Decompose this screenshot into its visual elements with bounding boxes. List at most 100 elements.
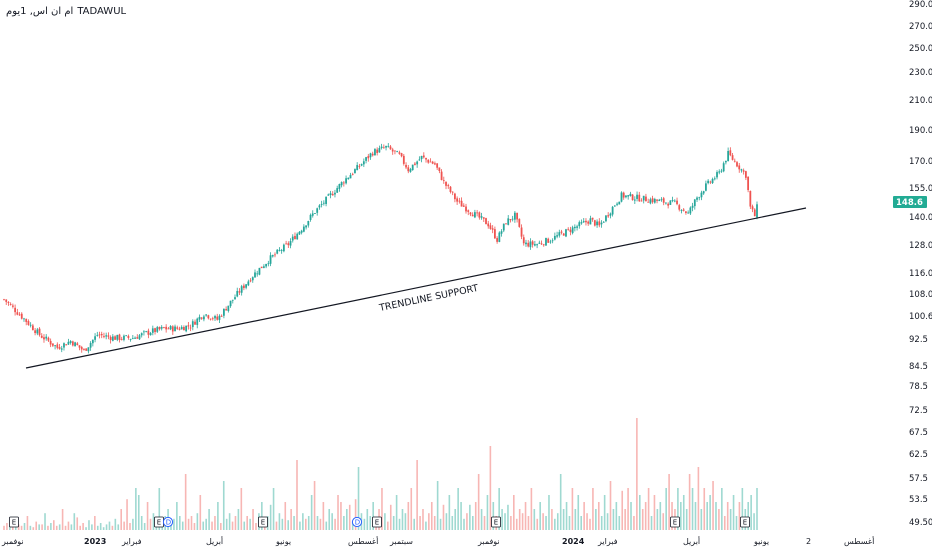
- earnings-marker[interactable]: E: [258, 516, 268, 528]
- volume-bar: [73, 513, 76, 530]
- volume-bar: [636, 418, 638, 530]
- volume-bar: [712, 481, 714, 530]
- volume-bar: [633, 516, 635, 530]
- candle-body: [325, 196, 327, 204]
- volume-bar: [3, 525, 5, 530]
- candle-body: [598, 221, 601, 226]
- candle-body: [482, 217, 485, 219]
- earnings-marker[interactable]: E: [154, 516, 164, 528]
- candle-body: [307, 221, 310, 226]
- candle-body: [176, 327, 179, 329]
- candle-body: [25, 318, 28, 322]
- candle-body: [245, 284, 248, 288]
- candle-body: [103, 336, 105, 338]
- volume-bar: [217, 502, 219, 530]
- volume-bar: [20, 525, 23, 530]
- trendline-support[interactable]: [25, 207, 807, 369]
- candle-body: [602, 221, 605, 223]
- volume-bar: [328, 509, 331, 530]
- volume-bar: [117, 524, 120, 530]
- volume-bar: [132, 518, 134, 530]
- candle-body: [238, 291, 241, 293]
- price-tick-label: 250.0: [909, 44, 932, 54]
- volume-bar: [568, 516, 571, 530]
- candle-body: [145, 331, 148, 333]
- candle-body: [753, 209, 756, 217]
- candle-body: [653, 199, 656, 203]
- volume-bar: [196, 513, 199, 530]
- candle-body: [120, 338, 123, 340]
- candle-body: [203, 316, 205, 320]
- dividend-marker[interactable]: D: [162, 516, 174, 528]
- volume-bar: [583, 502, 585, 530]
- price-tick-label: 62.5: [909, 450, 928, 460]
- candle-body: [200, 317, 203, 319]
- candle-body: [236, 290, 239, 297]
- volume-bar: [202, 521, 205, 530]
- candle-body: [31, 325, 34, 331]
- volume-bar: [225, 518, 228, 530]
- price-axis[interactable]: 290.0 270.0 250.0 230.0 210.0 190.0 170.0 155.0…: [909, 0, 932, 528]
- volume-bar: [126, 499, 128, 530]
- volume-bar: [334, 518, 336, 530]
- candle-body: [345, 178, 347, 184]
- candle-body: [240, 286, 243, 293]
- candle-body: [531, 241, 534, 245]
- volume-bar: [732, 495, 735, 530]
- candle-body: [716, 172, 718, 178]
- earnings-marker[interactable]: E: [372, 516, 382, 528]
- candle-body: [111, 336, 114, 341]
- svg-text:E: E: [157, 519, 161, 527]
- volume-bar: [630, 502, 632, 530]
- candle-body: [431, 161, 434, 164]
- volume-bar: [501, 509, 503, 530]
- volume-bar: [565, 502, 568, 530]
- candle-body: [94, 336, 96, 340]
- candle-body: [100, 333, 103, 336]
- volume-bar: [275, 521, 278, 530]
- earnings-marker[interactable]: E: [491, 516, 501, 528]
- volume-bar: [539, 502, 541, 530]
- candle-body: [445, 181, 447, 186]
- candle-body: [351, 173, 354, 175]
- candle-body: [254, 272, 256, 278]
- candle-body: [751, 206, 754, 210]
- volume-bar: [76, 517, 79, 530]
- candle-body: [511, 218, 514, 220]
- candle-body: [629, 193, 632, 196]
- candle-body: [402, 155, 405, 164]
- volume-bar: [135, 488, 137, 530]
- dividend-marker[interactable]: D: [351, 516, 363, 528]
- candle-body: [371, 153, 374, 156]
- svg-text:E: E: [261, 519, 265, 527]
- volume-bar: [457, 488, 459, 530]
- candle-body: [185, 325, 188, 332]
- candle-body: [18, 314, 21, 316]
- exchange-label: TADAWUL: [77, 6, 127, 17]
- earnings-marker[interactable]: E: [9, 516, 19, 528]
- candle-body: [256, 273, 259, 275]
- time-axis[interactable]: نوفمبر 2023 فبراير أبريل يونيو أغسطس سبتمبر نوف…: [1, 536, 874, 546]
- volume-bar: [586, 513, 588, 530]
- candle-body: [416, 161, 419, 165]
- volume-bar: [9, 525, 11, 530]
- volume-bar: [536, 518, 539, 530]
- price-tick-label: 108.0: [909, 290, 932, 300]
- candle-body: [69, 341, 72, 343]
- candle-body: [278, 249, 281, 251]
- volume-bar: [105, 524, 108, 530]
- volume-bar: [600, 516, 603, 530]
- earnings-marker[interactable]: E: [670, 516, 680, 528]
- candle-body: [60, 348, 63, 350]
- earnings-marker[interactable]: E: [740, 516, 750, 528]
- candle-body: [458, 200, 461, 202]
- candle-body: [733, 160, 736, 162]
- price-tick-label: 92.5: [909, 335, 928, 345]
- candle-body: [645, 196, 647, 202]
- volume-bars: [3, 418, 758, 530]
- volume-bar: [580, 516, 583, 530]
- time-tick-label: نوفمبر: [477, 537, 500, 546]
- candle-body: [3, 299, 5, 301]
